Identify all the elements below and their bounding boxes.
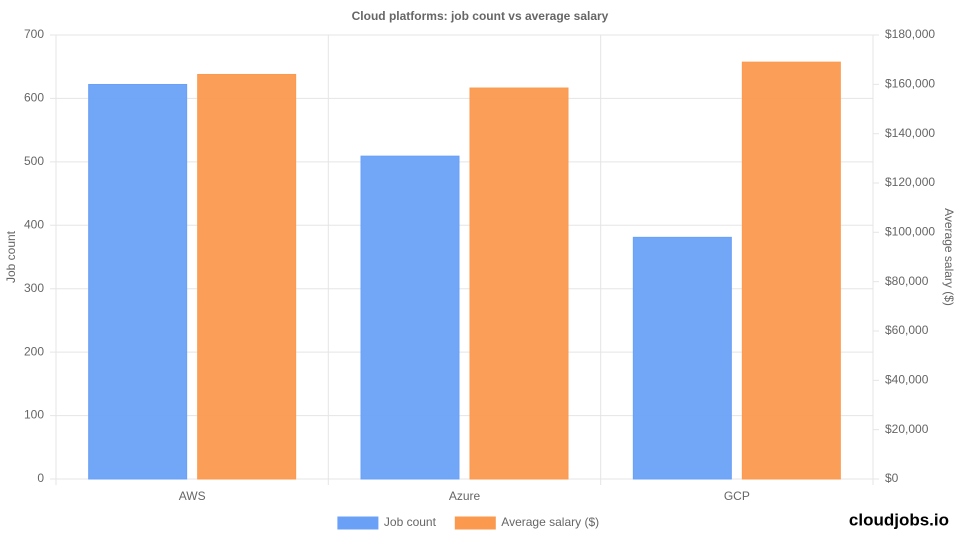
y-axis-title: Job count [4, 230, 18, 283]
y-tick-label: 300 [24, 281, 44, 295]
bar [360, 155, 460, 480]
y-tick-label: 600 [24, 91, 44, 105]
bar [469, 87, 569, 480]
bar [741, 61, 841, 480]
y-tick-label: 400 [24, 217, 44, 231]
legend-swatch [454, 516, 496, 530]
y2-tick-label: $80,000 [885, 274, 929, 288]
bar [632, 236, 732, 480]
bar [88, 83, 188, 480]
y2-tick-label: $140,000 [885, 126, 935, 140]
bar [197, 73, 297, 480]
y2-tick-label: $20,000 [885, 422, 929, 436]
y2-tick-label: $100,000 [885, 225, 935, 239]
y-tick-label: 200 [24, 344, 44, 358]
y-tick-label: 500 [24, 154, 44, 168]
x-tick-label: Azure [449, 489, 481, 503]
y2-tick-label: $40,000 [885, 373, 929, 387]
y2-tick-label: $180,000 [885, 27, 935, 41]
legend-label: Average salary ($) [501, 515, 599, 529]
y-tick-label: 0 [37, 471, 44, 485]
chart-title: Cloud platforms: job count vs average sa… [352, 9, 609, 23]
y2-tick-label: $120,000 [885, 175, 935, 189]
y2-tick-label: $0 [885, 471, 899, 485]
x-tick-label: AWS [179, 489, 206, 503]
y2-tick-label: $160,000 [885, 77, 935, 91]
y2-axis-title: Average salary ($) [942, 208, 956, 306]
y2-tick-label: $60,000 [885, 323, 929, 337]
y-tick-label: 700 [24, 27, 44, 41]
legend-label: Job count [384, 515, 437, 529]
y-tick-label: 100 [24, 408, 44, 422]
watermark: cloudjobs.io [849, 510, 949, 529]
x-tick-label: GCP [724, 489, 750, 503]
legend-swatch [337, 516, 379, 530]
